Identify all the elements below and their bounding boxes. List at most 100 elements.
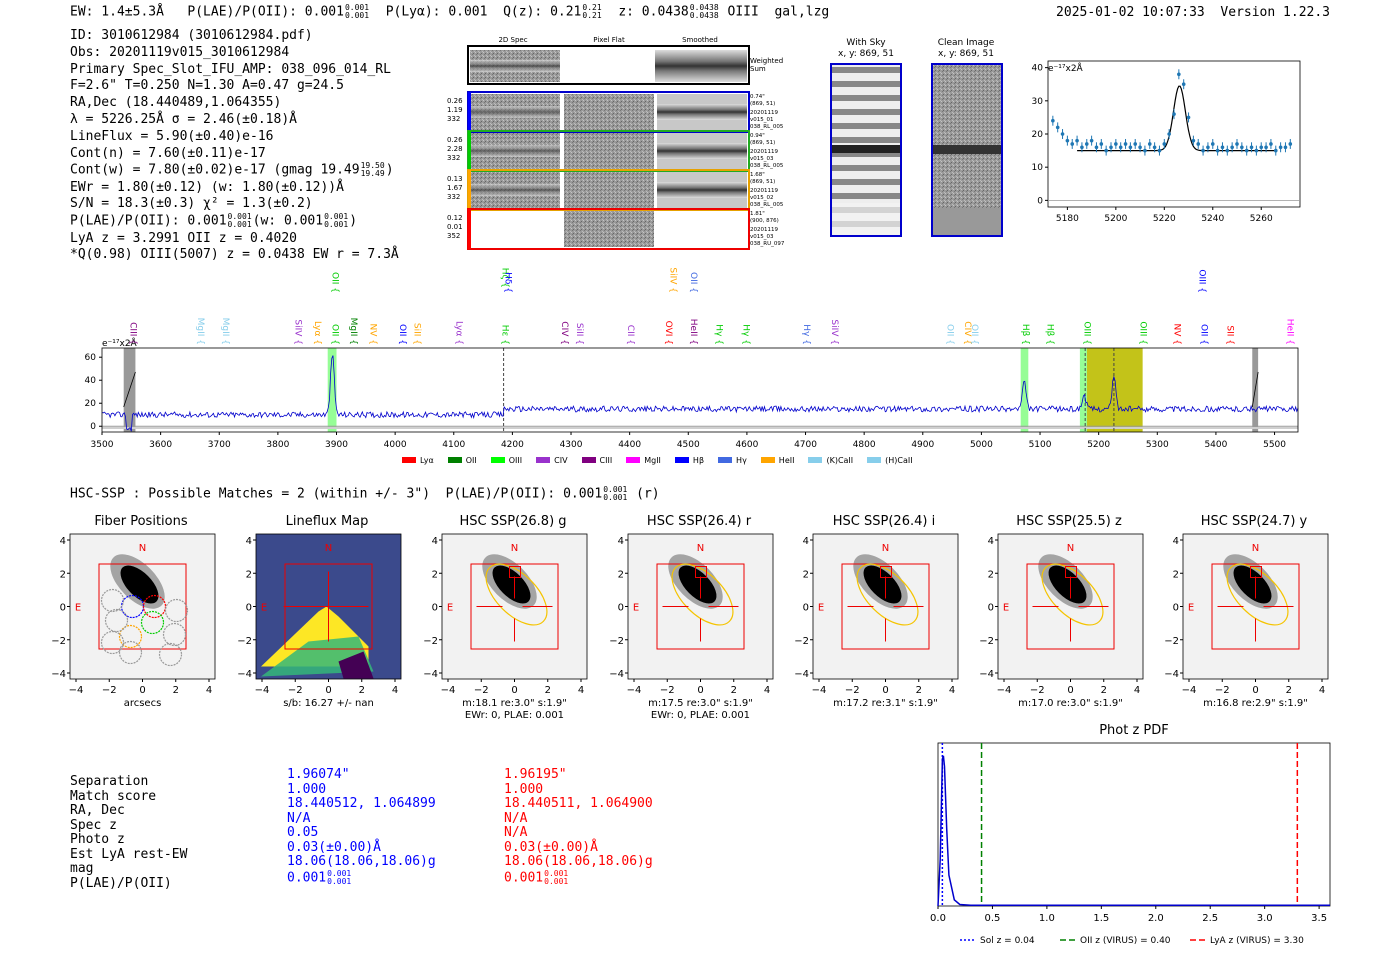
spec2d-row-throughput: 1.67 xyxy=(447,184,463,192)
zoom-data-point xyxy=(1244,148,1249,153)
info-contw: Cont(w) = 7.80(±0.02)e-17 (gmag 19.49 19.… xyxy=(70,162,399,179)
info-plae: P(LAE)/P(OII): 0.001 0.001 0.001 (w: 0.001 0… xyxy=(70,213,399,230)
main-line-id-label: OII { xyxy=(944,324,954,345)
zoom-ytick-label: 40 xyxy=(1032,64,1044,74)
cutout-xtick-label: 4 xyxy=(206,685,212,696)
photz-legend-label: LyA z (VIRUS) = 3.30 xyxy=(1210,936,1304,946)
header-plya: P(Lyα): 0.001 xyxy=(385,4,488,20)
galaxy-core xyxy=(863,565,902,604)
main-line-id-label: Hγ { xyxy=(713,324,723,345)
cutout-panel: N E −4 4 −2 2 0 0 2 −2 4 −4 m:18.1 re:3.0" s:1.9"EWr… xyxy=(423,533,588,720)
legend-swatch xyxy=(718,457,733,463)
cutout-xtick-label: 0 xyxy=(1252,685,1258,696)
legend-label: HeII xyxy=(778,455,795,465)
photz-xtick-label: 2.5 xyxy=(1202,913,1218,924)
legend-label: CIII xyxy=(599,455,613,465)
match-label: Est LyA rest-EW xyxy=(70,846,188,862)
zoom-data-point xyxy=(1089,138,1094,143)
main-line-id-label: Hγ { xyxy=(740,324,750,345)
main-line-id-label: CIV { xyxy=(962,321,972,345)
clean-image xyxy=(931,63,1003,237)
spec2d-row-exp: v015_03 xyxy=(750,234,774,240)
main-xtick-label: 3500 xyxy=(91,440,114,450)
legend-swatch xyxy=(626,457,641,463)
cutout-ytick-label: 4 xyxy=(1173,536,1179,547)
header-z: z: 0.0438 xyxy=(618,4,689,20)
spec2d-flat xyxy=(564,133,654,169)
cutout-xtick-label: 2 xyxy=(731,685,737,696)
main-xtick-label: 4100 xyxy=(442,440,465,450)
match-value: 0.05 xyxy=(287,825,436,841)
match-value: 0.03(±0.00)Å xyxy=(504,840,653,856)
galaxy-core xyxy=(120,565,159,604)
main-masked-hatch xyxy=(1251,371,1259,408)
match-value-text: 0.001 xyxy=(287,870,327,885)
cutout-xtick-label: −4 xyxy=(69,685,84,696)
header-plae-sub: 0.001 xyxy=(344,11,370,20)
photz-legend-label: OII z (VIRUS) = 0.40 xyxy=(1080,936,1171,946)
legend-item: OIII xyxy=(490,456,522,465)
spec2d-row-amp: 038_RL_005 xyxy=(750,202,784,208)
info-contw-sub: 19.49 xyxy=(360,169,385,179)
match-value-text: 1.000 xyxy=(504,781,544,797)
main-line-id-label: Hβ { xyxy=(1045,324,1055,345)
main-xtick-label: 3900 xyxy=(325,440,348,450)
zoom-data-point xyxy=(1152,145,1157,150)
main-line-id-label: NV { xyxy=(1171,324,1181,345)
north-label: N xyxy=(1067,543,1074,554)
match-value-text: N/A xyxy=(504,825,528,840)
legend-swatch xyxy=(760,457,775,463)
main-line-id-label: Hζ { xyxy=(499,268,509,288)
info-primary: Primary Spec_Slot_IFU_AMP: 038_096_014_R… xyxy=(70,61,391,77)
main-xtick-label: 4700 xyxy=(794,440,817,450)
photz-xtick-label: 3.5 xyxy=(1311,913,1327,924)
spec2d-row-weight: 0.26 xyxy=(447,136,463,144)
aperture-ellipse xyxy=(1041,563,1104,626)
cutout-caption: m:17.0 re:3.0" s:1.9" xyxy=(1018,698,1123,709)
zoom-data-point xyxy=(1162,142,1167,146)
main-line-id-label: HeII { xyxy=(688,319,698,345)
fiber-circle xyxy=(100,630,125,655)
cutout-ytick-label: −4 xyxy=(609,669,624,680)
zoom-data-point xyxy=(1147,142,1152,146)
photz-xtick-label: 2.0 xyxy=(1148,913,1164,924)
header-datetime-version: 2025-01-02 10:07:33 Version 1.22.3 xyxy=(1056,5,1330,20)
cutout-title: HSC SSP(26.8) g xyxy=(459,514,567,529)
info-contw-sup: 19.50 xyxy=(360,161,385,171)
cutout-xtick-label: 0 xyxy=(511,685,517,696)
spec2d-raw-trace xyxy=(470,106,560,118)
spec2d-smoothed-trace xyxy=(657,182,747,198)
search-box xyxy=(1211,563,1300,650)
spec2d-row-throughput: 2.28 xyxy=(447,145,463,153)
cutout-panel: N E −4 4 −2 2 0 0 2 −2 4 −4 m:17.5 re:3.0" s:1.9"EWr… xyxy=(609,533,774,720)
main-line-id-label: CII { xyxy=(625,325,635,345)
fiber-circle xyxy=(142,594,167,619)
hsc-title-sup: 0.001 xyxy=(603,485,628,494)
zoom-data-point xyxy=(1186,115,1191,120)
match-value: 0.001 0.001 0.001 xyxy=(504,869,653,886)
zoom-data-point xyxy=(1283,145,1288,150)
main-line-id-label: Hδ { xyxy=(502,272,512,293)
main-line-id-label: MgII { xyxy=(220,318,230,345)
spec2d-raw-trace xyxy=(470,145,560,157)
spec2d-row-xy: (869, 51) xyxy=(750,179,775,185)
main-xtick-label: 4800 xyxy=(853,440,876,450)
match-label: Photo z xyxy=(70,832,125,847)
search-box xyxy=(841,563,930,650)
zoom-data-point xyxy=(1065,138,1070,143)
zoom-data-point xyxy=(1220,145,1225,150)
cutout-xtick-label: −4 xyxy=(441,685,456,696)
cutout-ytick-label: −4 xyxy=(979,669,994,680)
match-value: 1.000 xyxy=(287,782,436,798)
cutout-xtick-label: −4 xyxy=(812,685,827,696)
aperture-ellipse xyxy=(485,563,548,626)
main-line-id-label: SiIV { xyxy=(829,319,839,345)
main-masked-hatch xyxy=(123,371,136,408)
main-xtick-label: 3800 xyxy=(266,440,289,450)
cutout-xtick-label: −2 xyxy=(102,685,117,696)
match-value: N/A xyxy=(504,811,653,827)
zoom-line-plot: e⁻¹⁷x2Å 0 10 20 30 40 5180 5200 5220 5240 5260 xyxy=(1032,60,1301,224)
zoom-data-point xyxy=(1138,145,1142,150)
cutout-ytick-label: 4 xyxy=(246,536,252,547)
cutout-xtick-label: 2 xyxy=(359,685,365,696)
